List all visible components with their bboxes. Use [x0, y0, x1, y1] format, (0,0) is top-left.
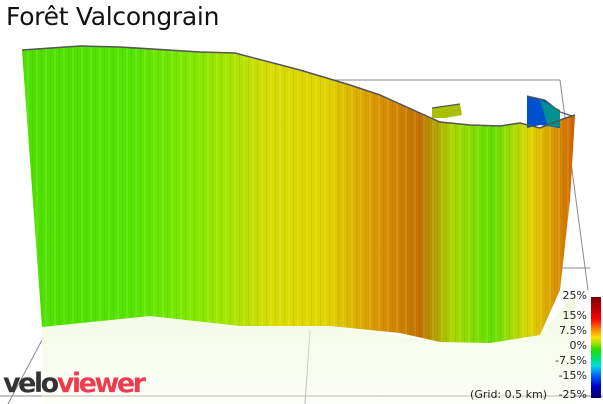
segment-title: Forêt Valcongrain: [6, 2, 220, 31]
logo-part-viewer: viewer: [56, 368, 146, 399]
gradient-color-bar: [591, 297, 601, 398]
legend-label: -15%: [558, 369, 587, 382]
logo-part-velo: velo: [3, 368, 59, 399]
legend-label: 25%: [562, 289, 587, 302]
legend-label: -7.5%: [555, 354, 587, 367]
legend-label: 15%: [562, 309, 587, 322]
profile-reflection: [42, 292, 575, 404]
legend-label: 0%: [569, 339, 587, 352]
grid-scale-note: (Grid: 0.5 km): [470, 388, 547, 401]
legend-label: -25%: [558, 388, 587, 401]
legend-label: 7.5%: [559, 324, 587, 337]
veloviewer-logo: veloviewer: [3, 368, 146, 399]
